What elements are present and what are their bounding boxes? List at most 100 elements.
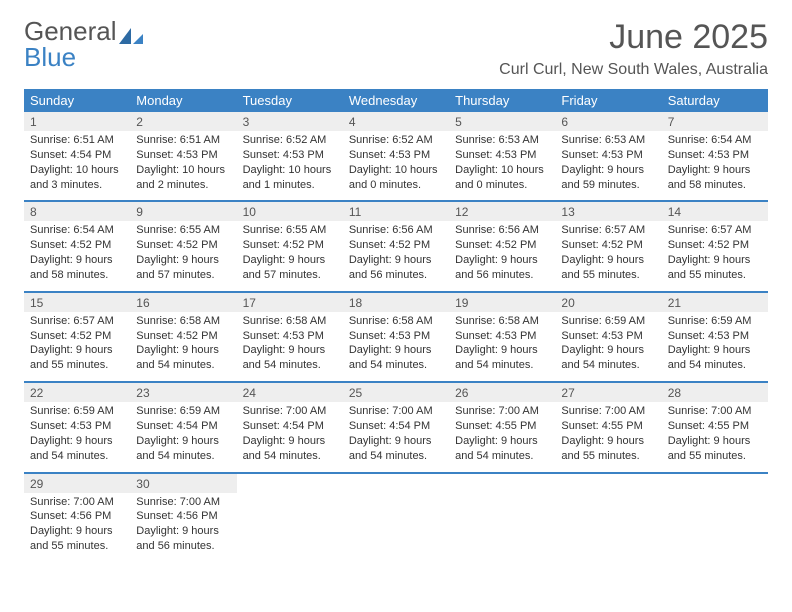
calendar-table: Sunday Monday Tuesday Wednesday Thursday… bbox=[24, 89, 768, 562]
day-dl2: and 54 minutes. bbox=[349, 358, 443, 373]
day-number-cell bbox=[555, 474, 661, 493]
day-dl2: and 1 minutes. bbox=[243, 178, 337, 193]
day-info-cell: Sunrise: 6:53 AMSunset: 4:53 PMDaylight:… bbox=[449, 131, 555, 201]
day-number: 2 bbox=[136, 115, 143, 129]
header: General Blue June 2025 Curl Curl, New So… bbox=[24, 18, 768, 85]
day-info-cell bbox=[662, 493, 768, 562]
day-dl2: and 0 minutes. bbox=[349, 178, 443, 193]
day-dl2: and 54 minutes. bbox=[243, 449, 337, 464]
day-dl1: Daylight: 9 hours bbox=[30, 434, 124, 449]
day-number-cell: 4 bbox=[343, 112, 449, 131]
day-dl1: Daylight: 9 hours bbox=[30, 343, 124, 358]
day-number-cell: 5 bbox=[449, 112, 555, 131]
day-sunrise: Sunrise: 6:51 AM bbox=[136, 133, 230, 148]
day-dl2: and 54 minutes. bbox=[455, 449, 549, 464]
day-number: 27 bbox=[561, 386, 574, 400]
day-dl2: and 55 minutes. bbox=[561, 268, 655, 283]
day-sunset: Sunset: 4:54 PM bbox=[136, 419, 230, 434]
day-dl2: and 58 minutes. bbox=[30, 268, 124, 283]
day-number-cell bbox=[237, 474, 343, 493]
day-sunrise: Sunrise: 6:54 AM bbox=[30, 223, 124, 238]
day-number: 9 bbox=[136, 205, 143, 219]
day-sunset: Sunset: 4:53 PM bbox=[30, 419, 124, 434]
day-number-cell: 7 bbox=[662, 112, 768, 131]
day-number-cell: 18 bbox=[343, 293, 449, 312]
day-number-cell: 27 bbox=[555, 383, 661, 402]
day-sunrise: Sunrise: 6:52 AM bbox=[349, 133, 443, 148]
day-info-cell bbox=[237, 493, 343, 562]
day-info-cell bbox=[555, 493, 661, 562]
day-sunset: Sunset: 4:55 PM bbox=[561, 419, 655, 434]
day-sunset: Sunset: 4:52 PM bbox=[30, 238, 124, 253]
day-dl1: Daylight: 10 hours bbox=[30, 163, 124, 178]
day-number: 28 bbox=[668, 386, 681, 400]
day-dl1: Daylight: 9 hours bbox=[561, 343, 655, 358]
day-dl2: and 59 minutes. bbox=[561, 178, 655, 193]
day-info-cell: Sunrise: 6:57 AMSunset: 4:52 PMDaylight:… bbox=[24, 312, 130, 382]
day-info-cell: Sunrise: 7:00 AMSunset: 4:54 PMDaylight:… bbox=[343, 402, 449, 472]
day-number: 21 bbox=[668, 296, 681, 310]
day-dl1: Daylight: 9 hours bbox=[668, 343, 762, 358]
day-sunset: Sunset: 4:53 PM bbox=[349, 148, 443, 163]
col-sunday: Sunday bbox=[24, 89, 130, 112]
day-sunset: Sunset: 4:52 PM bbox=[561, 238, 655, 253]
logo-text-blue: Blue bbox=[24, 42, 76, 72]
day-dl1: Daylight: 9 hours bbox=[668, 434, 762, 449]
day-number-row: 891011121314 bbox=[24, 202, 768, 221]
day-info-cell: Sunrise: 6:59 AMSunset: 4:53 PMDaylight:… bbox=[555, 312, 661, 382]
day-sunrise: Sunrise: 6:58 AM bbox=[136, 314, 230, 329]
day-info-cell: Sunrise: 6:55 AMSunset: 4:52 PMDaylight:… bbox=[130, 221, 236, 291]
calendar-body: 1234567Sunrise: 6:51 AMSunset: 4:54 PMDa… bbox=[24, 112, 768, 562]
col-monday: Monday bbox=[130, 89, 236, 112]
day-info-cell: Sunrise: 6:56 AMSunset: 4:52 PMDaylight:… bbox=[343, 221, 449, 291]
day-sunrise: Sunrise: 6:55 AM bbox=[136, 223, 230, 238]
day-dl2: and 54 minutes. bbox=[136, 449, 230, 464]
day-sunrise: Sunrise: 6:53 AM bbox=[561, 133, 655, 148]
day-info-cell bbox=[449, 493, 555, 562]
day-sunset: Sunset: 4:55 PM bbox=[455, 419, 549, 434]
day-dl1: Daylight: 10 hours bbox=[136, 163, 230, 178]
day-number: 12 bbox=[455, 205, 468, 219]
day-sunset: Sunset: 4:52 PM bbox=[30, 329, 124, 344]
day-info-cell: Sunrise: 6:59 AMSunset: 4:53 PMDaylight:… bbox=[24, 402, 130, 472]
day-number-cell: 11 bbox=[343, 202, 449, 221]
day-sunrise: Sunrise: 7:00 AM bbox=[243, 404, 337, 419]
day-dl2: and 56 minutes. bbox=[455, 268, 549, 283]
day-info-cell: Sunrise: 7:00 AMSunset: 4:55 PMDaylight:… bbox=[662, 402, 768, 472]
day-dl1: Daylight: 9 hours bbox=[136, 343, 230, 358]
day-info-row: Sunrise: 7:00 AMSunset: 4:56 PMDaylight:… bbox=[24, 493, 768, 562]
day-dl1: Daylight: 9 hours bbox=[455, 343, 549, 358]
day-number: 8 bbox=[30, 205, 37, 219]
title-block: June 2025 Curl Curl, New South Wales, Au… bbox=[499, 18, 768, 85]
day-dl1: Daylight: 9 hours bbox=[243, 253, 337, 268]
day-dl1: Daylight: 9 hours bbox=[561, 253, 655, 268]
day-info-cell: Sunrise: 6:58 AMSunset: 4:52 PMDaylight:… bbox=[130, 312, 236, 382]
day-sunrise: Sunrise: 7:00 AM bbox=[668, 404, 762, 419]
day-number: 24 bbox=[243, 386, 256, 400]
day-dl1: Daylight: 9 hours bbox=[561, 163, 655, 178]
day-sunrise: Sunrise: 6:52 AM bbox=[243, 133, 337, 148]
day-number-cell: 21 bbox=[662, 293, 768, 312]
col-saturday: Saturday bbox=[662, 89, 768, 112]
day-number: 14 bbox=[668, 205, 681, 219]
day-dl1: Daylight: 9 hours bbox=[136, 524, 230, 539]
day-number: 1 bbox=[30, 115, 37, 129]
day-info-cell: Sunrise: 7:00 AMSunset: 4:54 PMDaylight:… bbox=[237, 402, 343, 472]
day-info-row: Sunrise: 6:57 AMSunset: 4:52 PMDaylight:… bbox=[24, 312, 768, 382]
day-dl2: and 54 minutes. bbox=[668, 358, 762, 373]
day-dl2: and 54 minutes. bbox=[30, 449, 124, 464]
day-sunset: Sunset: 4:53 PM bbox=[349, 329, 443, 344]
day-number: 6 bbox=[561, 115, 568, 129]
day-sunrise: Sunrise: 6:58 AM bbox=[243, 314, 337, 329]
day-number: 4 bbox=[349, 115, 356, 129]
day-sunrise: Sunrise: 6:51 AM bbox=[30, 133, 124, 148]
day-sunrise: Sunrise: 6:55 AM bbox=[243, 223, 337, 238]
day-dl2: and 57 minutes. bbox=[136, 268, 230, 283]
day-number: 11 bbox=[349, 205, 361, 219]
day-dl1: Daylight: 9 hours bbox=[136, 434, 230, 449]
day-sunrise: Sunrise: 6:58 AM bbox=[455, 314, 549, 329]
day-number-cell bbox=[449, 474, 555, 493]
day-dl1: Daylight: 9 hours bbox=[243, 343, 337, 358]
day-number-cell: 30 bbox=[130, 474, 236, 493]
sail-icon bbox=[117, 24, 145, 44]
